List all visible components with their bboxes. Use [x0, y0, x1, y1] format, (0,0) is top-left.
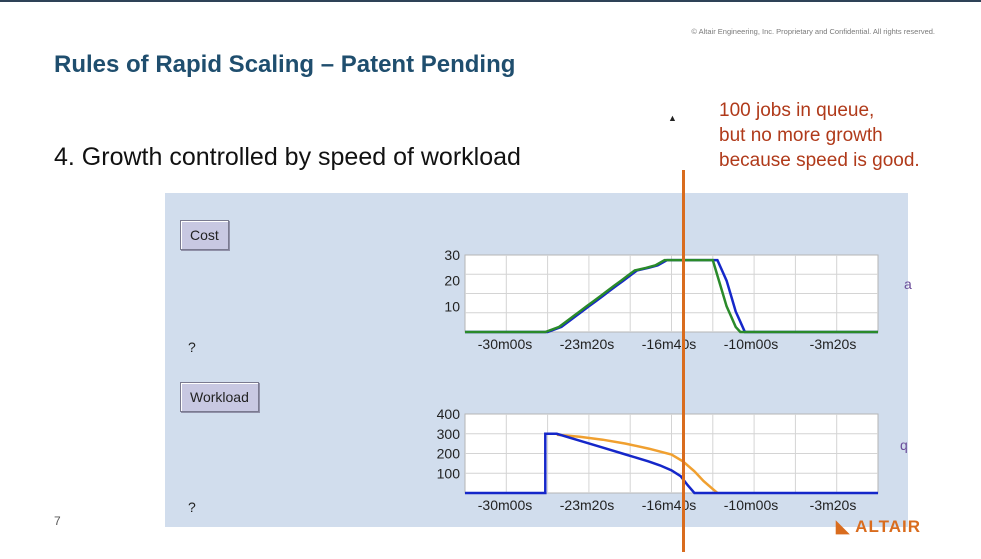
cost-chart: 30 20 10 -30m00s -23m20s -16m40s -10m00s -3m20s: [444, 247, 879, 352]
page-number: 7: [54, 514, 61, 528]
cost-help-icon[interactable]: ?: [188, 339, 196, 355]
x-tick-label: -23m20s: [560, 497, 614, 513]
y-tick-label: 200: [437, 446, 461, 462]
series-line: [556, 433, 719, 494]
y-tick-label: 10: [444, 298, 460, 314]
time-marker-line: [682, 170, 685, 552]
series-line: [465, 432, 878, 495]
cost-button[interactable]: Cost: [180, 220, 229, 250]
workload-button[interactable]: Workload: [180, 382, 259, 412]
x-tick-label: -10m00s: [724, 497, 778, 513]
x-tick-label: -3m20s: [810, 497, 857, 513]
logo-mark-icon: ◣: [836, 517, 856, 536]
series-line: [465, 258, 878, 334]
y-tick-label: 400: [437, 406, 461, 422]
callout-line-3: because speed is good.: [719, 150, 920, 171]
edge-glyph-top: a: [904, 276, 912, 292]
mouse-cursor-icon: ▲: [668, 113, 677, 123]
series-line: [465, 258, 878, 334]
edge-glyph-bottom: q: [900, 437, 908, 453]
top-border-line: [0, 0, 981, 2]
x-tick-label: -23m20s: [560, 336, 614, 352]
x-tick-label: -30m00s: [478, 497, 532, 513]
workload-help-icon[interactable]: ?: [188, 499, 196, 515]
x-tick-label: -3m20s: [810, 336, 857, 352]
altair-logo: ◣ ALTAIR: [836, 517, 921, 536]
callout-annotation: 100 jobs in queue, but no more growth be…: [719, 98, 920, 173]
bullet-point: 4. Growth controlled by speed of workloa…: [54, 143, 521, 171]
y-tick-label: 30: [444, 247, 460, 263]
copyright-notice: © Altair Engineering, Inc. Proprietary a…: [691, 27, 935, 36]
callout-line-1: 100 jobs in queue,: [719, 100, 875, 121]
workload-chart: 400 300 200 100 -30m00s -23m20s -16m40s -10m00s…: [437, 406, 879, 513]
x-tick-label: -10m00s: [724, 336, 778, 352]
x-tick-label: -30m00s: [478, 336, 532, 352]
y-tick-label: 20: [444, 273, 460, 289]
callout-line-2: but no more growth: [719, 125, 883, 146]
slide-title: Rules of Rapid Scaling – Patent Pending: [54, 51, 516, 78]
y-tick-label: 300: [437, 426, 461, 442]
x-tick-label: -16m40s: [642, 497, 696, 513]
x-tick-label: -16m40s: [642, 336, 696, 352]
y-tick-label: 100: [437, 465, 461, 481]
